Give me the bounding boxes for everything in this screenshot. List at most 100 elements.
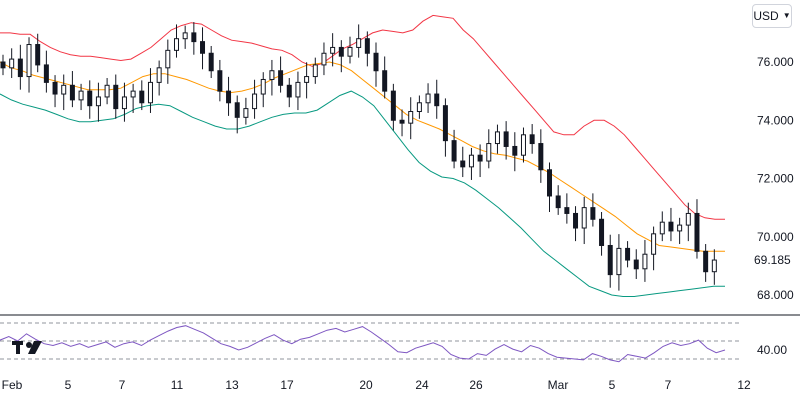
candle-down — [278, 70, 284, 86]
candle-down — [703, 250, 709, 273]
candle-up — [9, 58, 15, 69]
candle-down — [373, 52, 379, 72]
middle-band-line — [0, 61, 725, 252]
candle-down — [208, 52, 214, 72]
time-tick-label: Mar — [548, 378, 569, 392]
candle-up — [130, 90, 136, 98]
candle-down — [442, 105, 448, 142]
candle-up — [147, 81, 153, 104]
upper-band-line — [0, 14, 725, 220]
lower-band-line — [0, 90, 725, 297]
candle-down — [564, 207, 570, 214]
candle-down — [633, 259, 639, 270]
time-tick-label: 5 — [609, 378, 616, 392]
candle-down — [382, 70, 388, 92]
price-axis: 76.000 74.000 72.000 70.000 68.000 — [757, 55, 794, 302]
candle-down — [87, 90, 93, 107]
candle-up — [711, 259, 717, 273]
candle-down — [217, 70, 223, 92]
candle-down — [43, 64, 49, 83]
rsi-pane — [0, 322, 740, 363]
candle-down — [503, 131, 509, 147]
candle-up — [408, 111, 414, 124]
candle-up — [165, 49, 171, 69]
candle-down — [226, 90, 232, 104]
candle-up — [243, 108, 249, 118]
candle-down — [17, 58, 23, 78]
candle-down — [390, 90, 396, 121]
candle-up — [416, 102, 422, 113]
candle-down — [234, 102, 240, 118]
chevron-down-icon: ▼ — [782, 11, 791, 20]
candle-up — [581, 207, 587, 229]
time-tick-label: 24 — [415, 378, 429, 392]
candle-down — [286, 84, 292, 98]
candle-up — [659, 221, 665, 235]
candle-up — [321, 52, 327, 66]
candle-down — [451, 140, 457, 162]
candle-up — [173, 38, 179, 51]
price-tick-label: 70.000 — [757, 230, 794, 244]
candle-up — [347, 46, 353, 57]
price-tick-label: 74.000 — [757, 113, 794, 127]
candle-down — [139, 90, 145, 104]
rsi-tick-label: 40.00 — [757, 343, 787, 357]
time-tick-label: 7 — [665, 378, 672, 392]
candle-down — [590, 207, 596, 220]
candle-up — [252, 93, 258, 110]
candle-down — [69, 84, 75, 101]
time-tick-label: 5 — [65, 378, 72, 392]
candle-down — [694, 212, 700, 252]
candle-up — [425, 93, 431, 104]
candle-up — [520, 134, 526, 156]
currency-select[interactable]: USD ▼ — [752, 4, 792, 28]
candle-up — [121, 96, 127, 110]
candle-up — [295, 81, 301, 98]
currency-label: USD — [753, 9, 779, 23]
time-tick-label: 13 — [225, 378, 239, 392]
time-tick-label: 20 — [359, 378, 373, 392]
candle-up — [468, 154, 474, 168]
time-tick-label: 17 — [280, 378, 294, 392]
candle-up — [304, 76, 310, 83]
candle-down — [0, 61, 6, 69]
candle-down — [547, 169, 553, 197]
candle-down — [477, 154, 483, 162]
candle-up — [104, 84, 110, 98]
candle-down — [338, 46, 344, 57]
last-price-label: 69.185 — [752, 252, 793, 268]
time-tick-label: Feb — [2, 378, 23, 392]
candle-up — [61, 84, 67, 95]
tradingview-logo[interactable] — [12, 341, 42, 354]
candle-down — [512, 145, 518, 156]
time-tick-label: 11 — [171, 378, 184, 392]
candle-down — [52, 81, 58, 95]
rsi-axis: 40.00 — [757, 343, 787, 357]
candle-up — [260, 78, 266, 95]
candle-up — [651, 233, 657, 255]
candle-up — [26, 44, 32, 78]
candle-down — [399, 119, 405, 124]
price-tick-label: 68.000 — [757, 288, 794, 302]
candle-up — [642, 253, 648, 270]
candle-down — [191, 32, 197, 43]
candle-down — [599, 218, 605, 246]
candle-down — [625, 247, 631, 261]
candle-up — [78, 90, 84, 101]
candle-down — [529, 134, 535, 145]
candle-up — [685, 212, 691, 226]
candle-down — [35, 44, 41, 66]
candle-down — [200, 41, 206, 54]
candle-up — [486, 143, 492, 162]
candle-down — [460, 160, 466, 168]
candle-up — [330, 46, 336, 54]
candle-down — [607, 244, 613, 276]
candle-down — [538, 143, 544, 171]
candle-down — [573, 212, 579, 229]
price-tick-label: 72.000 — [757, 172, 794, 186]
candle-down — [434, 93, 440, 107]
candle-down — [555, 195, 561, 209]
time-tick-label: 12 — [737, 378, 751, 392]
rsi-line — [0, 325, 726, 363]
